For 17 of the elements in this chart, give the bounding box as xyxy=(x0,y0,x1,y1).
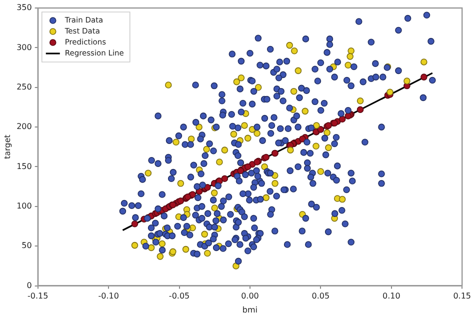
x-tick-label: -0.15 xyxy=(28,292,48,301)
y-tick-label: 100 xyxy=(16,202,32,211)
x-tick-label: 0.15 xyxy=(453,292,471,301)
x-tick-label: 0.05 xyxy=(312,292,330,301)
y-axis-title: target xyxy=(2,134,12,160)
y-tick-label: 200 xyxy=(16,122,32,132)
x-tick-label: -0.10 xyxy=(98,292,119,301)
x-tick-label: 0.00 xyxy=(241,292,259,301)
x-tick-label: -0.05 xyxy=(168,292,190,301)
y-tick-label: 250 xyxy=(16,82,32,92)
y-tick-label: 150 xyxy=(16,162,32,171)
x-axis-title: bmi xyxy=(242,305,258,314)
x-tick-label: 0.10 xyxy=(382,292,400,301)
y-tick-label: 0 xyxy=(26,280,32,290)
y-tick-label: 350 xyxy=(16,3,32,12)
y-tick-label: 50 xyxy=(22,241,32,250)
y-tick-label: 300 xyxy=(16,42,32,52)
